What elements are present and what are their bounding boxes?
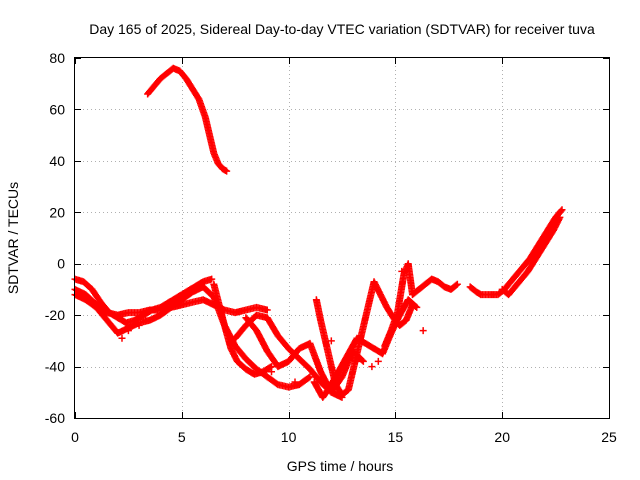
x-tick-label: 0 <box>71 429 79 445</box>
x-axis-label: GPS time / hours <box>287 458 394 474</box>
series-arc-h <box>312 278 416 399</box>
data-point <box>327 337 335 345</box>
data-points <box>71 64 566 401</box>
data-point <box>124 327 132 335</box>
series-arc-d <box>210 280 314 391</box>
series-arc-i <box>381 260 461 350</box>
series-arc-k <box>498 213 564 299</box>
data-point <box>558 206 566 214</box>
data-point <box>223 167 231 175</box>
data-point <box>398 267 406 275</box>
data-point <box>368 363 376 371</box>
data-point <box>349 355 357 363</box>
data-point <box>353 357 361 365</box>
data-point <box>291 378 299 386</box>
grid-lines <box>75 58 609 418</box>
y-tick-label: 80 <box>49 50 65 66</box>
x-tick-label: 25 <box>601 429 617 445</box>
data-point <box>557 207 565 215</box>
data-point <box>263 306 271 314</box>
data-point <box>141 316 149 324</box>
x-tick-label: 5 <box>178 429 186 445</box>
x-tick-label: 15 <box>388 429 404 445</box>
y-axis-label: SDTVAR / TECUs <box>5 182 21 294</box>
data-point <box>268 368 276 376</box>
y-tick-label: 40 <box>49 153 65 169</box>
data-point <box>159 309 167 317</box>
data-point <box>359 357 367 365</box>
data-point <box>135 321 143 329</box>
y-tick-label: -40 <box>45 359 65 375</box>
data-point <box>452 281 460 289</box>
data-point <box>453 280 461 288</box>
data-point <box>118 334 126 342</box>
x-tick-label: 10 <box>281 429 297 445</box>
y-tick-label: 60 <box>49 101 65 117</box>
data-point <box>406 298 414 306</box>
data-point <box>419 327 427 335</box>
axis-ticks: 0 5 10 15 20 25 -60 -40 -20 0 20 40 60 80 <box>45 50 617 445</box>
data-point <box>305 374 313 382</box>
data-point <box>556 213 564 221</box>
y-tick-label: -60 <box>45 410 65 426</box>
chart-title: Day 165 of 2025, Sidereal Day-to-day VTE… <box>89 21 595 37</box>
data-point <box>263 373 271 381</box>
plot-frame <box>74 57 610 419</box>
data-point <box>358 356 366 364</box>
x-tick-label: 20 <box>494 429 510 445</box>
y-tick-label: 20 <box>49 204 65 220</box>
y-tick-label: 0 <box>57 256 65 272</box>
data-point <box>208 275 216 283</box>
series-scatter-misc <box>118 267 427 386</box>
series-arc-high <box>144 64 231 175</box>
data-point <box>374 357 382 365</box>
y-tick-label: -20 <box>45 307 65 323</box>
